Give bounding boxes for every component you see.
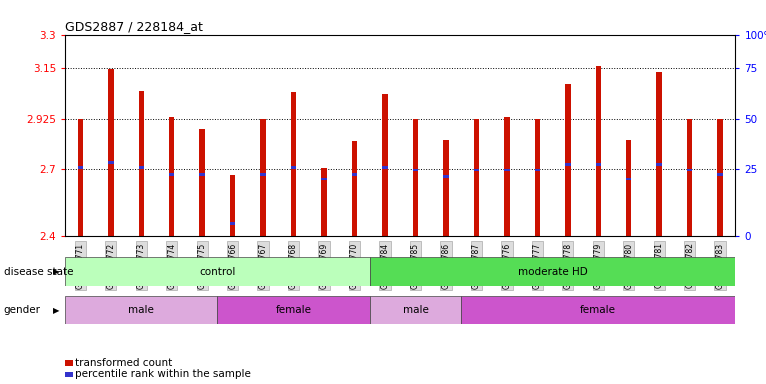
Text: male: male — [402, 305, 428, 315]
Text: moderate HD: moderate HD — [518, 266, 588, 277]
Bar — [370, 296, 461, 324]
Text: gender: gender — [4, 305, 41, 315]
Bar — [444, 175, 449, 178]
Bar — [230, 175, 235, 236]
Text: male: male — [129, 305, 154, 315]
Bar — [656, 163, 662, 166]
Bar — [139, 91, 144, 236]
Bar — [77, 119, 83, 236]
Bar — [65, 257, 370, 286]
Text: transformed count: transformed count — [75, 358, 172, 368]
Bar — [461, 296, 735, 324]
Bar — [473, 169, 480, 171]
Bar — [565, 163, 571, 166]
Bar — [108, 69, 113, 236]
Bar — [260, 173, 266, 176]
Bar — [260, 119, 266, 236]
Bar — [218, 296, 370, 324]
Text: female: female — [581, 305, 617, 315]
Bar — [321, 178, 327, 180]
Bar — [169, 118, 175, 236]
Text: female: female — [276, 305, 312, 315]
Bar — [565, 84, 571, 236]
Bar — [291, 167, 296, 169]
Bar — [352, 173, 357, 176]
Bar — [352, 141, 357, 236]
Bar — [77, 167, 83, 169]
Bar — [413, 169, 418, 171]
Bar — [687, 119, 692, 236]
Bar — [656, 71, 662, 236]
Text: ▶: ▶ — [53, 306, 59, 314]
Bar — [108, 161, 113, 164]
Bar — [382, 167, 388, 169]
Bar — [199, 129, 205, 236]
Text: percentile rank within the sample: percentile rank within the sample — [75, 369, 251, 379]
Bar — [718, 173, 723, 176]
Bar — [413, 119, 418, 236]
Bar — [687, 169, 692, 171]
Bar — [595, 163, 601, 166]
Bar — [626, 178, 631, 180]
Bar — [382, 94, 388, 236]
Bar — [535, 119, 540, 236]
Bar — [504, 118, 509, 236]
Bar — [139, 167, 144, 169]
Bar — [321, 168, 327, 236]
Bar — [504, 169, 509, 171]
Text: disease state: disease state — [4, 266, 74, 277]
Bar — [473, 119, 480, 236]
Bar — [65, 296, 218, 324]
Bar — [444, 140, 449, 236]
Bar — [626, 140, 631, 236]
Bar — [718, 119, 723, 236]
Text: GDS2887 / 228184_at: GDS2887 / 228184_at — [65, 20, 203, 33]
Bar — [199, 173, 205, 176]
Bar — [370, 257, 735, 286]
Bar — [230, 222, 235, 225]
Bar — [595, 66, 601, 236]
Text: ▶: ▶ — [53, 267, 59, 276]
Text: control: control — [199, 266, 236, 277]
Bar — [169, 173, 175, 176]
Bar — [291, 92, 296, 236]
Bar — [535, 169, 540, 171]
